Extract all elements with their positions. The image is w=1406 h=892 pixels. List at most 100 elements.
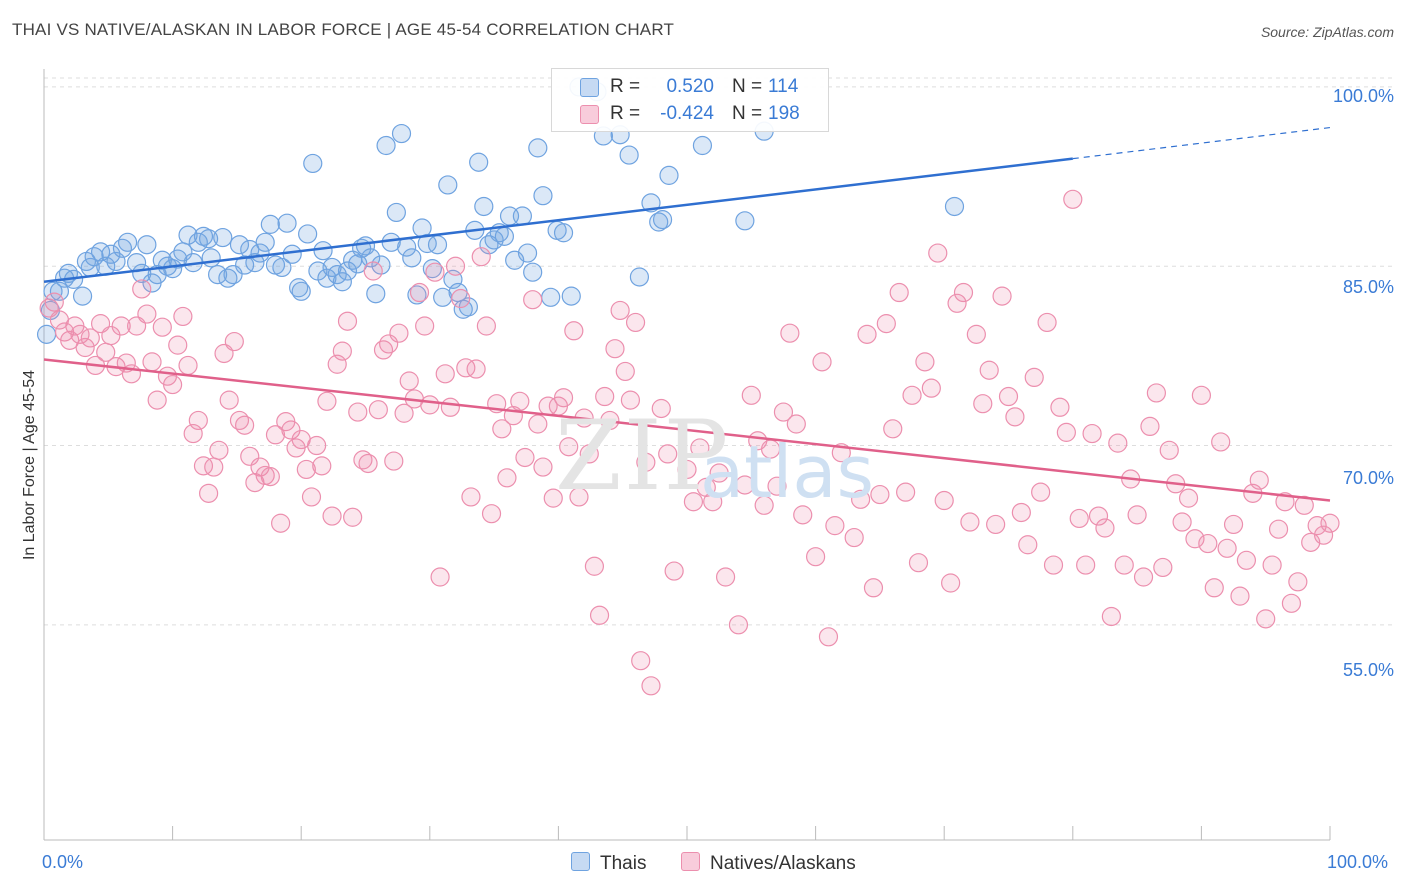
thai-point [417, 233, 437, 254]
legend-r-value: 0.520 [666, 76, 714, 97]
native-point [1127, 505, 1147, 525]
legend-n-value: 198 [768, 103, 800, 124]
native-point [271, 513, 291, 533]
native-point [998, 386, 1019, 407]
native-point [312, 456, 332, 476]
thai-point [291, 281, 311, 301]
native-point [863, 578, 884, 598]
native-point [389, 323, 409, 343]
native-point [497, 468, 517, 488]
x-tick-marks [172, 826, 1331, 840]
native-point [703, 492, 723, 512]
native-point [322, 506, 342, 526]
native-point [1236, 550, 1257, 570]
native-point [409, 282, 430, 303]
native-point [168, 335, 188, 355]
legend-r-label: R = [610, 76, 641, 97]
native-point [767, 476, 787, 496]
native-point [715, 567, 736, 587]
native-point [966, 324, 986, 344]
native-point [1211, 432, 1231, 452]
axes [43, 69, 1330, 841]
legend-row-thai: R = 0.520 N = 114 [552, 73, 828, 101]
native-point [265, 425, 286, 445]
thai-point [337, 261, 358, 281]
native-point [992, 286, 1012, 306]
native-point [928, 243, 948, 263]
native-point [399, 371, 419, 391]
thai-point [735, 211, 755, 231]
native-point [75, 337, 95, 358]
thai-point [366, 284, 386, 304]
native-point [317, 391, 337, 411]
native-point [1153, 557, 1173, 578]
native-point [934, 490, 954, 511]
native-point [1005, 407, 1025, 427]
native-point [564, 321, 584, 341]
thai-point [533, 186, 553, 206]
native-point [1320, 513, 1340, 533]
legend-n-label: N = [732, 76, 763, 97]
native-point [1230, 586, 1250, 606]
trend-lines [43, 126, 1331, 502]
thai-point [201, 248, 221, 268]
native-point [569, 487, 589, 507]
native-point [209, 440, 229, 460]
native-point [451, 288, 471, 309]
native-point [615, 361, 635, 382]
native-point [851, 489, 871, 509]
y-tick-label: 70.0% [1342, 468, 1394, 488]
thai-point [193, 226, 214, 246]
native-point [1256, 609, 1276, 629]
thai-point [528, 138, 548, 158]
y-tick-label: 100.0% [1332, 86, 1394, 106]
native-point [1185, 529, 1205, 549]
native-point [224, 331, 244, 352]
native-point [373, 340, 394, 360]
native-point [415, 316, 435, 336]
thai-point [199, 229, 219, 249]
native-point [773, 402, 794, 422]
native-point [631, 651, 651, 671]
native-point [363, 261, 383, 281]
native-point [741, 385, 761, 405]
thai-trend-line [43, 157, 1073, 284]
native-point [384, 451, 404, 471]
thai-point [391, 123, 412, 144]
native-point [260, 467, 280, 487]
native-point [301, 487, 322, 507]
native-point [1178, 488, 1199, 508]
native-point [1076, 555, 1096, 575]
watermark-zip: ZIP [555, 400, 731, 512]
native-point [1095, 518, 1115, 538]
native-point [1223, 514, 1244, 535]
native-point [786, 414, 806, 434]
legend-r-label: R = [610, 103, 641, 124]
native-point [1262, 555, 1282, 575]
native-point [348, 402, 368, 422]
watermark-atlas: atlas [700, 430, 874, 514]
native-point [812, 352, 832, 372]
native-point [584, 556, 605, 576]
thai-point [272, 257, 292, 278]
thai-point [376, 135, 396, 156]
native-point [1140, 416, 1160, 437]
thai-point [229, 235, 250, 255]
thai-point [553, 223, 574, 243]
thai-point [218, 268, 238, 288]
native-point [188, 410, 208, 431]
native-point [979, 360, 999, 380]
native-point [425, 262, 445, 282]
native-point [870, 484, 890, 505]
native-point [461, 487, 481, 507]
bottom-legend-label-thais: Thais [600, 853, 647, 874]
native-point [677, 459, 697, 480]
thai-point [317, 268, 337, 288]
native-point [883, 419, 903, 439]
thai-point [629, 267, 650, 287]
native-point [476, 316, 496, 336]
thai-point [332, 272, 352, 292]
native-point [728, 615, 749, 635]
native-point [142, 352, 162, 372]
native-point [844, 527, 864, 548]
